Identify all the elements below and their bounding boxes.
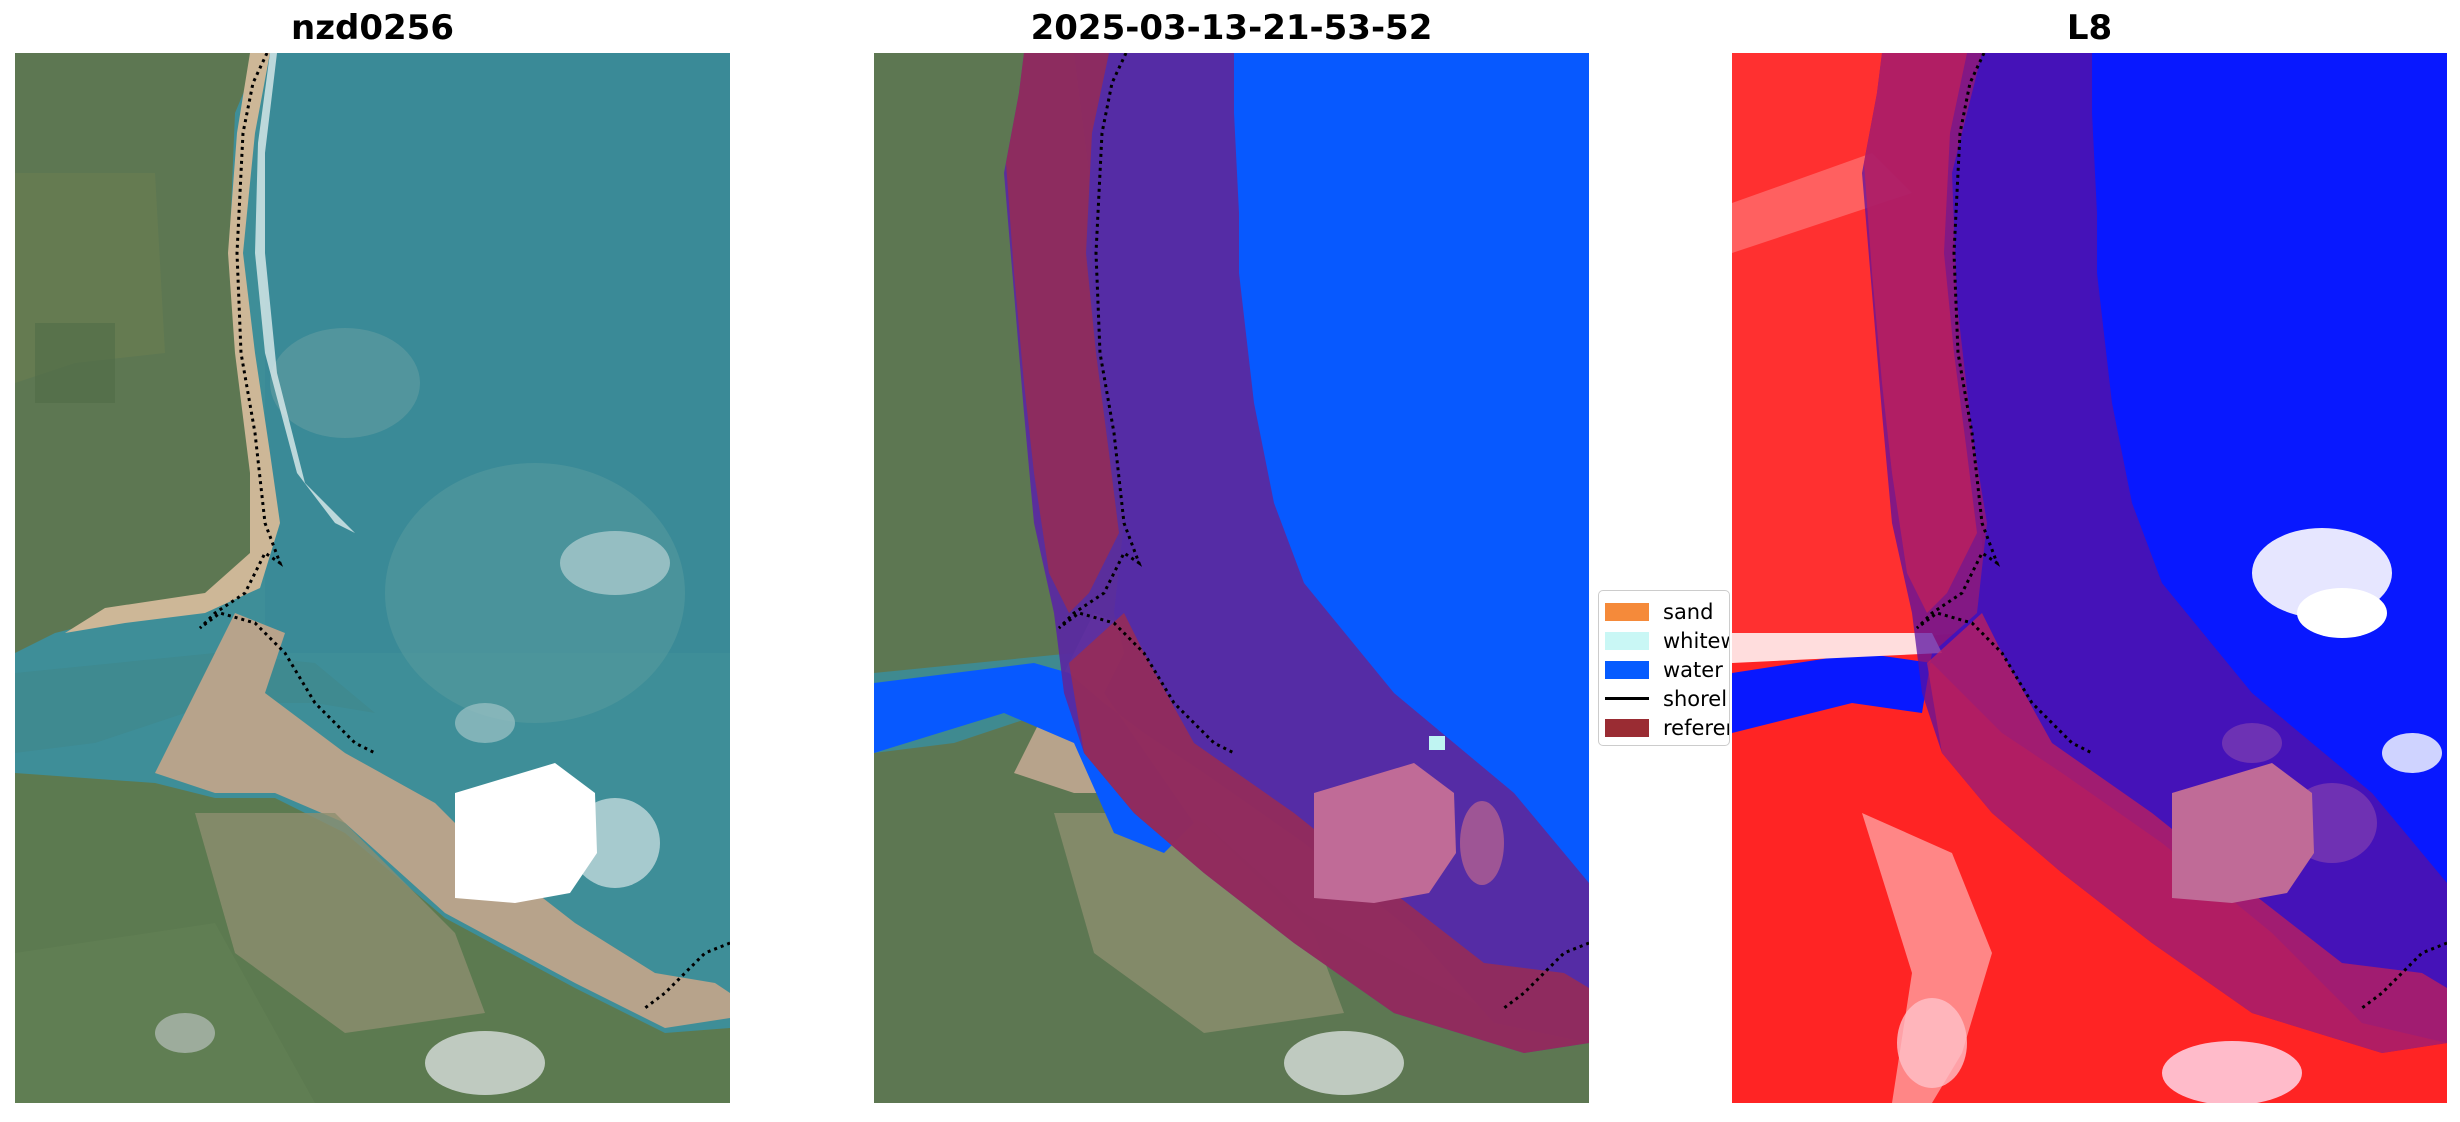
legend-swatch-water [1605,660,1649,679]
legend-swatch-whitewater [1605,631,1649,650]
legend-item-sand: sand [1605,597,1729,626]
satellite-image-panel [15,53,730,1103]
legend-label-sand: sand [1663,599,1714,624]
panel-title-right: L8 [2066,8,2113,48]
panel-title-left: nzd0256 [291,8,454,48]
panel-title-middle: 2025-03-13-21-53-52 [1030,8,1433,48]
legend-item-reference: referen [1605,713,1729,742]
legend-item-shoreline: shorel [1605,684,1729,713]
classification-map [874,53,1589,1103]
satellite-image [15,53,730,1103]
legend-label-reference: referen [1663,715,1729,740]
legend-item-water: water [1605,655,1729,684]
index-image [1732,53,2447,1103]
legend-label-shoreline: shorel [1663,686,1728,711]
legend-label-water: water [1663,657,1723,682]
legend-swatch-reference [1605,718,1649,737]
index-image-panel [1732,53,2447,1103]
legend-swatch-sand [1605,602,1649,621]
legend-line-shoreline [1605,697,1649,700]
classification-panel [874,53,1589,1103]
